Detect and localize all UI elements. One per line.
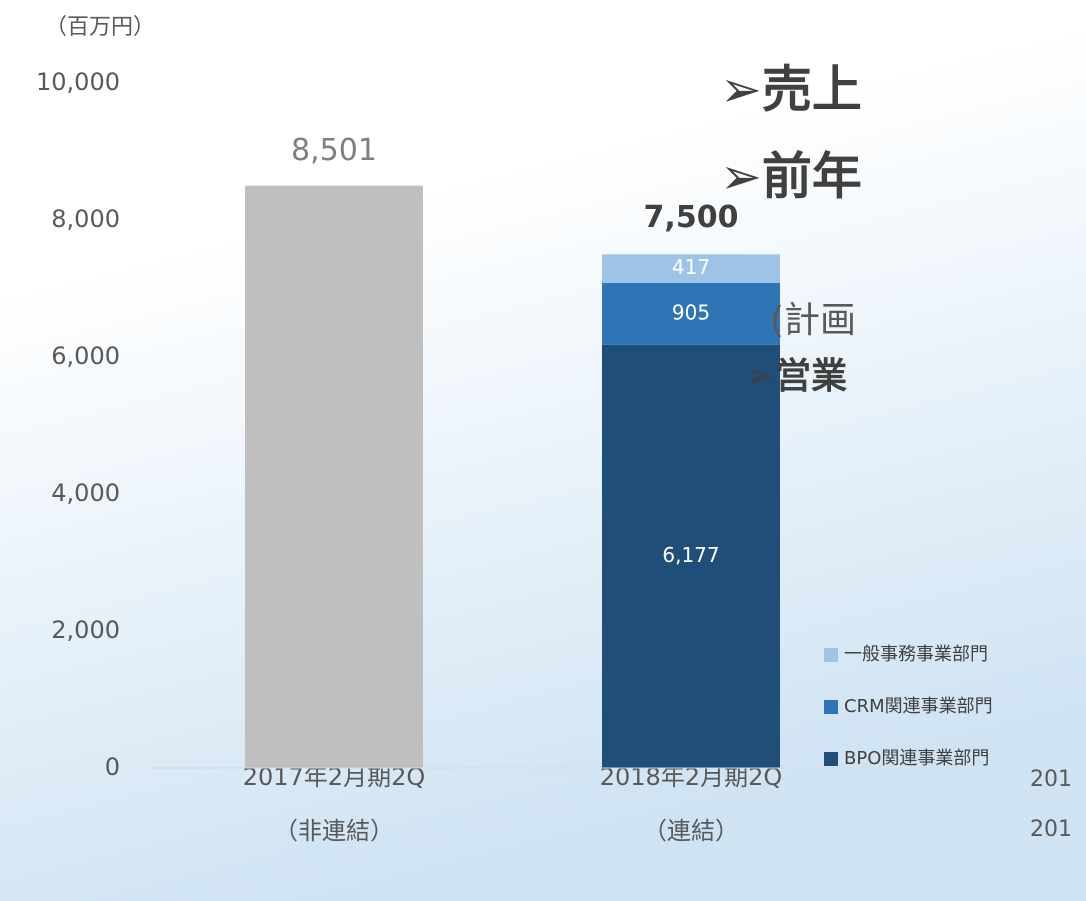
- bar: [245, 185, 423, 768]
- segment-label: 6,177: [662, 543, 719, 567]
- legend-label: BPO関連事業部門: [844, 748, 989, 769]
- annotation: 201: [1030, 817, 1072, 842]
- segment-label: 905: [672, 300, 710, 324]
- legend-label: 一般事務事業部門: [844, 644, 988, 665]
- legend-swatch: [824, 752, 838, 766]
- total-label: 7,500: [644, 200, 739, 235]
- bar-value-label: 8,501: [291, 133, 377, 168]
- y-tick-label: 2,000: [51, 616, 120, 644]
- annotation: 201: [1030, 767, 1072, 792]
- unit-label: （百万円）: [45, 15, 155, 40]
- legend-swatch: [824, 648, 838, 662]
- annotation: (計画: [770, 300, 856, 341]
- y-tick-label: 0: [105, 753, 120, 781]
- y-tick-label: 10,000: [36, 68, 120, 96]
- annotation: ➢営業: [745, 356, 847, 397]
- y-tick-label: 6,000: [51, 342, 120, 370]
- y-tick-label: 4,000: [51, 479, 120, 507]
- bar-segment: [602, 344, 780, 768]
- x-tick-note: （連結）: [643, 817, 739, 845]
- bar-segment: [602, 282, 780, 345]
- x-tick-note: （非連結）: [274, 817, 394, 845]
- legend-label: CRM関連事業部門: [844, 696, 993, 717]
- bar-segment: [602, 254, 780, 283]
- annotation: ➢前年: [720, 148, 862, 206]
- annotation: ➢売上: [720, 61, 862, 119]
- legend-swatch: [824, 700, 838, 714]
- y-tick-label: 8,000: [51, 205, 120, 233]
- segment-label: 417: [672, 255, 710, 279]
